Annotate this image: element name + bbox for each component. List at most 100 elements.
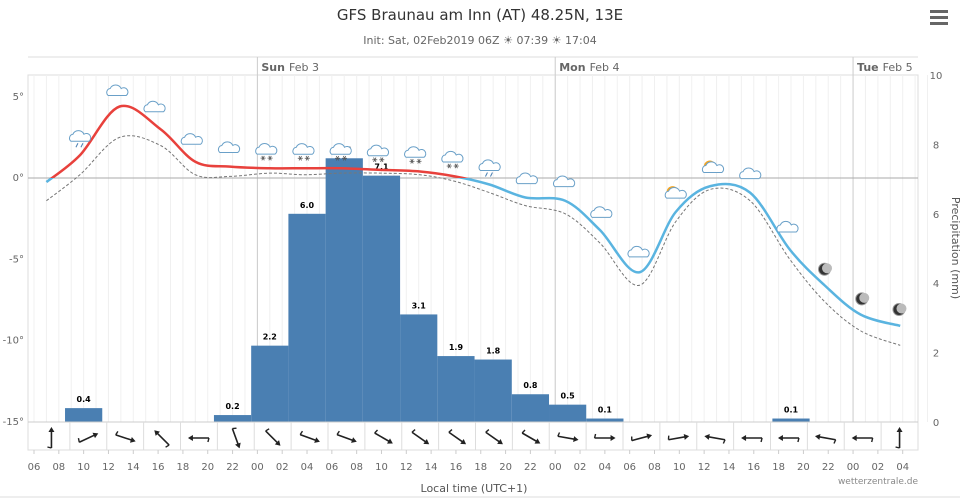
wind-arrow-head: [48, 427, 55, 432]
precip-bar: [511, 394, 550, 422]
temperature-line-warm: [49, 104, 470, 178]
wind-arrow-head: [814, 434, 821, 440]
precip-bar-label: 0.4: [77, 395, 92, 404]
time-tick: 00: [549, 462, 562, 473]
wind-arrow-icon: [631, 433, 653, 442]
day-label: Sun Feb 3: [261, 61, 319, 74]
precip-tick: 8: [933, 140, 939, 151]
time-tick: 00: [847, 462, 860, 473]
temperature-tick: 0°: [13, 173, 24, 184]
cloud-shape: [69, 130, 92, 142]
wind-arrow-icon: [231, 427, 241, 449]
time-tick: 08: [350, 462, 363, 473]
cloud-icon: [627, 245, 650, 258]
time-tick: 16: [747, 462, 760, 473]
precip-bar: [65, 408, 103, 422]
sunset-icon: ☀: [551, 34, 562, 47]
cloud-shape: [776, 220, 799, 233]
precip-bar-label: 3.1: [412, 301, 427, 310]
time-tick: 14: [127, 462, 140, 473]
time-tick: 10: [77, 462, 90, 473]
time-tick: 08: [52, 462, 65, 473]
time-tick: 22: [822, 462, 835, 473]
wind-arrow-shaft: [557, 435, 577, 441]
wind-arrow-shaft: [706, 435, 726, 441]
cloud-icon: [515, 172, 538, 185]
cloud-icon: [217, 141, 241, 153]
wind-barb: [722, 439, 726, 444]
time-tick: 22: [226, 462, 239, 473]
time-tick: 12: [698, 462, 711, 473]
wind-arrow-icon: [115, 431, 136, 443]
precip-bar-label: 1.9: [449, 343, 464, 352]
time-tick: 02: [872, 462, 885, 473]
precip-bar-label: 6.0: [300, 201, 315, 210]
time-tick: 18: [177, 462, 190, 473]
moon-icon: [892, 303, 907, 317]
precip-bar: [288, 213, 326, 422]
wind-barb: [485, 429, 490, 433]
wind-arrow-head: [187, 435, 193, 441]
snowflake-stroke: [342, 155, 347, 161]
snowflake-stroke: [298, 155, 302, 161]
time-tick: 04: [598, 462, 611, 473]
wind-arrow-icon: [485, 429, 503, 445]
snowflake-stroke: [268, 155, 272, 161]
wind-barb: [115, 431, 119, 436]
cloud-shape: [180, 133, 203, 145]
wind-barb: [667, 435, 670, 440]
wind-barb: [521, 429, 526, 434]
wind-barb: [557, 432, 561, 437]
cloud-shape: [329, 143, 352, 155]
wind-barb: [77, 438, 80, 443]
precip-bar: [772, 418, 810, 422]
precip-bar: [251, 345, 289, 422]
cloud-shape: [627, 245, 650, 258]
snow-icon: [292, 143, 315, 161]
wind-arrow-head: [154, 430, 160, 436]
wind-arrow-head: [129, 437, 136, 443]
init-time: Init: Sat, 02Feb2019 06Z: [363, 34, 500, 47]
wind-barb: [895, 446, 900, 449]
cloud-icon: [106, 84, 129, 97]
wind-arrow-shaft: [521, 432, 540, 444]
time-tick: 04: [301, 462, 314, 473]
wind-arrow-head: [497, 438, 503, 445]
wind-arrow-shaft: [115, 434, 134, 442]
time-tick: 04: [896, 462, 909, 473]
wind-arrow-icon: [593, 433, 616, 441]
wind-arrow-head: [235, 442, 241, 449]
wind-arrow-icon: [336, 430, 357, 443]
precip-bar: [474, 359, 512, 422]
wind-barb: [336, 430, 340, 435]
time-tick: 14: [723, 462, 736, 473]
wind-arrow-icon: [374, 429, 393, 444]
wind-arrow-shaft: [816, 435, 836, 441]
wind-arrow-icon: [521, 429, 541, 444]
time-tick: 00: [251, 462, 264, 473]
sun-cloud-icon: [701, 160, 725, 174]
time-tick: 18: [474, 462, 487, 473]
cloud-shape: [292, 143, 315, 155]
precip-bar-label: 1.8: [486, 347, 501, 356]
precip-bar: [549, 404, 587, 422]
moon-light: [822, 263, 833, 274]
wind-barb: [448, 429, 453, 433]
time-tick: 02: [276, 462, 289, 473]
precip-tick: 2: [933, 349, 939, 360]
snow-icon: [404, 146, 427, 164]
rain-drop: [75, 143, 79, 148]
wind-barb: [265, 428, 270, 432]
wind-arrow-shaft: [374, 432, 392, 444]
day-date: Feb 5: [883, 61, 913, 74]
cloud-shape: [515, 172, 538, 185]
snowflake-stroke: [447, 163, 451, 169]
wind-barb: [47, 446, 52, 449]
hamburger-menu-icon[interactable]: [930, 10, 948, 28]
time-tick: 22: [524, 462, 537, 473]
wind-arrow-shaft: [485, 431, 502, 444]
snow-icon: [329, 143, 352, 161]
temperature-tick: 5°: [13, 92, 24, 103]
wind-arrow-head: [704, 434, 710, 440]
